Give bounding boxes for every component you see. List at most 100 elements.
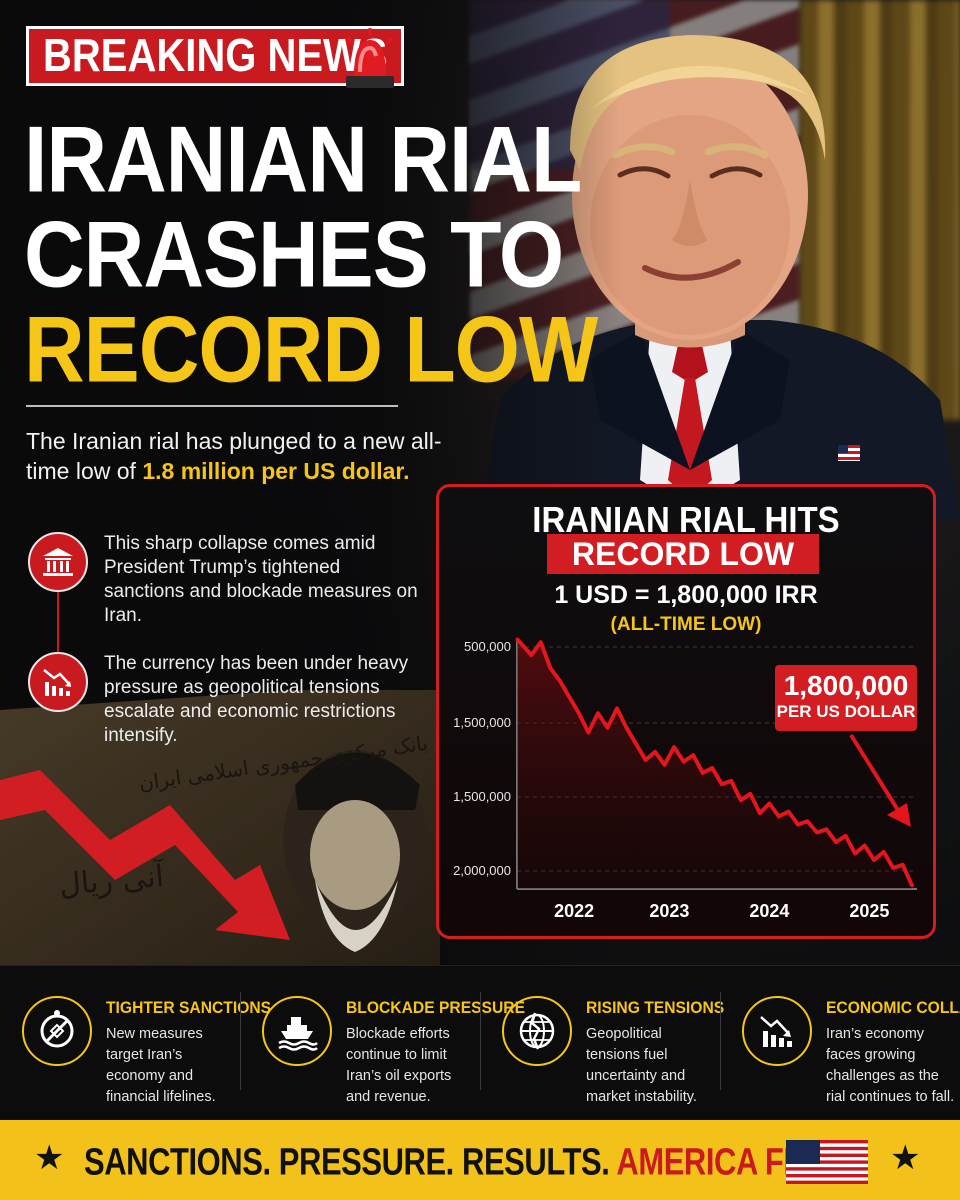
slogan-main: SANCTIONS. PRESSURE. RESULTS. [84, 1140, 617, 1184]
y-tick-label: 2,000,000 [453, 863, 511, 878]
card-rising-tensions: RISING TENSIONS Geopolitical tensions fu… [480, 966, 724, 1116]
x-tick-label: 2023 [649, 901, 689, 921]
data-point [586, 731, 590, 735]
data-point [515, 637, 519, 641]
data-point [834, 840, 838, 844]
data-point [644, 758, 648, 762]
ship-icon [262, 996, 332, 1066]
info-cards-row: TIGHTER SANCTIONS New measures target Ir… [0, 965, 960, 1115]
lead-paragraph: The Iranian rial has plunged to a new al… [26, 426, 446, 486]
data-point [910, 884, 914, 888]
callout-arrow-head [887, 803, 911, 827]
lead-highlight: 1.8 million per US dollar. [142, 458, 410, 484]
data-point [615, 706, 619, 710]
series-area [517, 639, 913, 889]
data-point [901, 863, 905, 867]
data-point [796, 822, 800, 826]
data-point [710, 766, 714, 770]
data-point [853, 852, 857, 856]
data-point [748, 792, 752, 796]
data-point [739, 798, 743, 802]
data-point [605, 726, 609, 730]
data-point [701, 771, 705, 775]
x-tick-label: 2025 [849, 901, 889, 921]
card-blockade-pressure: BLOCKADE PRESSURE Blockade efforts conti… [240, 966, 525, 1116]
card-body: Blockade efforts continue to limit Iran’… [346, 1026, 452, 1105]
star-icon: ★ [34, 1139, 65, 1177]
x-tick-label: 2022 [554, 901, 594, 921]
data-point [567, 695, 571, 699]
data-point [672, 745, 676, 749]
data-point [682, 760, 686, 764]
siren-icon [346, 28, 394, 88]
callout-value: 1,800,000 [783, 670, 909, 701]
callout-label: PER US DOLLAR [776, 702, 916, 721]
rial-banknote-image: بانک مرکزی جمهوری اسلامی ایران آنی ریال [0, 690, 440, 965]
x-tick-label: 2024 [749, 901, 789, 921]
card-body: Geopolitical tensions fuel uncertainty a… [586, 1026, 697, 1105]
data-point [539, 640, 543, 644]
data-point [720, 782, 724, 786]
data-point [596, 711, 600, 715]
slogan-footer: ★ SANCTIONS. PRESSURE. RESULTS. AMERICA … [0, 1120, 960, 1200]
data-point [777, 814, 781, 818]
declining-chart-icon [28, 652, 88, 712]
y-tick-label: 1,500,000 [453, 715, 511, 730]
data-point [863, 843, 867, 847]
bank-icon [28, 532, 88, 592]
series-line [515, 637, 915, 887]
card-title: ECONOMIC COLLAPSE [826, 998, 960, 1017]
data-point [625, 726, 629, 730]
data-point [805, 819, 809, 823]
data-point [872, 858, 876, 862]
record-value-callout: 1,800,000 PER US DOLLAR [775, 665, 917, 731]
chart-title-line2: RECORD LOW [547, 534, 819, 574]
data-point [815, 831, 819, 835]
us-flag-icon [786, 1140, 868, 1184]
data-point [663, 763, 667, 767]
data-point [634, 742, 638, 746]
y-tick-label: 500,000 [464, 639, 511, 654]
card-title: RISING TENSIONS [586, 998, 725, 1017]
data-point [844, 834, 848, 838]
data-point [691, 753, 695, 757]
data-point [891, 866, 895, 870]
data-point [825, 827, 829, 831]
hero-background: بانک مرکزی جمهوری اسلامی ایران آنی ریال [0, 0, 960, 965]
chart-title-line1: IRANIAN RIAL HITS [532, 499, 840, 540]
data-point [653, 750, 657, 754]
point-item-pressure: The currency has been under heavy pressu… [28, 652, 448, 748]
card-body: New measures target Iran’s economy and f… [106, 1026, 216, 1105]
card-body: Iran’s economy faces growing challenges … [826, 1026, 955, 1105]
card-economic-collapse: ECONOMIC COLLAPSE Iran’s economy faces g… [720, 966, 960, 1116]
sanctions-icon [22, 996, 92, 1066]
lead-text: The Iranian rial has plunged to a new al… [26, 428, 442, 484]
card-tighter-sanctions: TIGHTER SANCTIONS New measures target Ir… [0, 966, 271, 1116]
data-point [882, 850, 886, 854]
breaking-news-label: BREAKING NEWS [43, 30, 388, 81]
rial-line-chart: 500,000 1,500,000 1,500,000 2,000,000 2022 20… [453, 637, 917, 921]
data-point [786, 810, 790, 814]
all-time-low-note: (ALL-TIME LOW) [610, 614, 762, 635]
headline-line-1: IRANIAN RIAL [24, 106, 582, 212]
point-item-sanctions: This sharp collapse comes amid President… [28, 532, 448, 628]
breaking-news-badge: BREAKING NEWS [26, 26, 405, 86]
globe-icon [502, 996, 572, 1066]
collapse-chart-icon [742, 996, 812, 1066]
headline-line-2: CRASHES TO [24, 201, 564, 307]
data-point [577, 711, 581, 715]
data-point [758, 811, 762, 815]
card-title: TIGHTER SANCTIONS [106, 998, 272, 1017]
rial-chart-panel: IRANIAN RIAL HITS RECORD LOW 1 USD = 1,8… [436, 484, 936, 939]
data-point [729, 779, 733, 783]
data-point [767, 802, 771, 806]
data-point [548, 666, 552, 670]
points-connector [57, 592, 59, 652]
headline-line-3: RECORD LOW [24, 296, 598, 402]
y-tick-label: 1,500,000 [453, 789, 511, 804]
exchange-rate-text: 1 USD = 1,800,000 IRR [554, 581, 818, 609]
footer-slogan: SANCTIONS. PRESSURE. RESULTS. AMERICA FI… [84, 1140, 857, 1184]
data-point [558, 679, 562, 683]
data-point [529, 653, 533, 657]
headline-divider [26, 405, 398, 407]
